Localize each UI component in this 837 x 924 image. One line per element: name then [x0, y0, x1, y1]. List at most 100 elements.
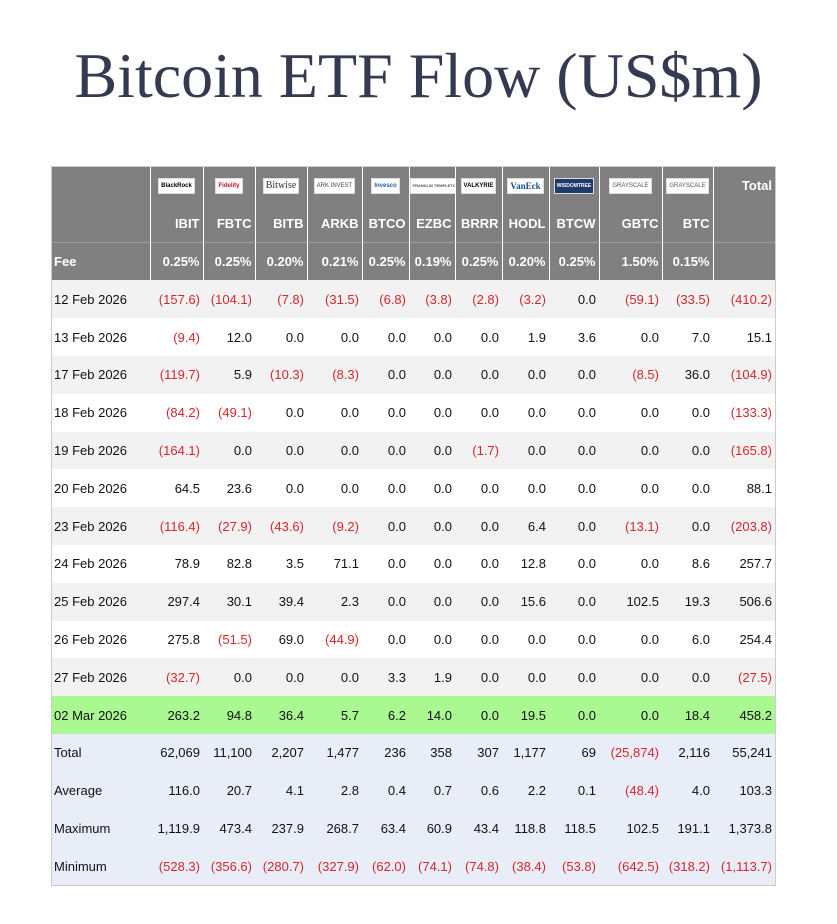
fee: 0.20% — [254, 242, 307, 281]
cell-value: 0.7 — [409, 771, 455, 810]
cell-value: 257.7 — [713, 544, 775, 583]
cell-value: 0.0 — [662, 469, 713, 508]
cell-value: (528.3) — [150, 847, 203, 886]
cell-value: 2.3 — [307, 582, 362, 621]
cell-value: 0.0 — [409, 355, 455, 394]
cell-value: 0.0 — [203, 431, 255, 470]
ticker: BRRR — [454, 204, 502, 243]
cell-value: (13.1) — [599, 507, 662, 545]
cell-value: 0.0 — [662, 393, 713, 432]
flow-row: 23 Feb 2026 (116.4) (27.9) (43.6) (9.2) 0.0 0.… — [52, 507, 775, 545]
flow-row: 20 Feb 2026 64.5 23.6 0.0 0.0 0.0 0.0 0.0 0.0 0.0… — [52, 469, 775, 508]
logo-cell: Bitwise — [254, 167, 307, 205]
cell-value: 116.0 — [150, 771, 203, 810]
cell-value: (119.7) — [150, 355, 203, 394]
cell-value: 12.0 — [203, 318, 255, 356]
fee: 0.25% — [361, 242, 409, 281]
cell-value: 307 — [455, 733, 502, 772]
cell-value: 19.3 — [662, 582, 713, 621]
cell-value: 0.0 — [362, 393, 409, 432]
row-label: Average — [52, 771, 150, 810]
cell-value: (38.4) — [502, 847, 549, 886]
cell-value: 1,119.9 — [150, 809, 203, 848]
flow-row: 18 Feb 2026 (84.2) (49.1) 0.0 0.0 0.0 0.0 0.0 0.… — [52, 393, 775, 432]
corner-cell — [52, 204, 150, 243]
cell-value: 4.0 — [662, 771, 713, 810]
fund-logo: Fidelity — [215, 178, 243, 195]
fee: 0.25% — [548, 242, 599, 281]
cell-value: (74.8) — [455, 847, 502, 886]
cell-value: 0.0 — [362, 582, 409, 621]
cell-value: 103.3 — [713, 771, 775, 810]
cell-value: (3.8) — [409, 280, 455, 319]
fee: 0.25% — [454, 242, 502, 281]
cell-value: 0.0 — [455, 507, 502, 545]
cell-value: 0.0 — [409, 544, 455, 583]
ticker: BTC — [661, 204, 713, 243]
cell-value: (62.0) — [362, 847, 409, 886]
logo-cell: ARK INVEST — [306, 167, 362, 205]
cell-value: 39.4 — [255, 582, 307, 621]
cell-value: 0.4 — [362, 771, 409, 810]
cell-value: 0.0 — [502, 431, 549, 470]
cell-value: 3.5 — [255, 544, 307, 583]
cell-value: 0.0 — [255, 431, 307, 470]
cell-value: 0.0 — [307, 469, 362, 508]
fee: 0.25% — [202, 242, 255, 281]
cell-value: (84.2) — [150, 393, 203, 432]
logo-cell: GRAYSCALE — [661, 167, 713, 205]
cell-value: 0.0 — [599, 469, 662, 508]
cell-value: 36.4 — [255, 696, 307, 734]
cell-value: (10.3) — [255, 355, 307, 394]
cell-value: 69 — [549, 733, 599, 772]
cell-value: 0.0 — [455, 393, 502, 432]
cell-value: (49.1) — [203, 393, 255, 432]
cell-value: 0.0 — [549, 544, 599, 583]
cell-value: 0.0 — [549, 507, 599, 545]
fee: 0.19% — [408, 242, 455, 281]
cell-value: (356.6) — [203, 847, 255, 886]
logo-cell: Fidelity — [202, 167, 255, 205]
cell-value: 358 — [409, 733, 455, 772]
cell-value: 0.0 — [549, 469, 599, 508]
cell-value: (59.1) — [599, 280, 662, 319]
row-label: 18 Feb 2026 — [52, 393, 150, 432]
cell-value: 0.0 — [502, 620, 549, 659]
cell-value: 0.0 — [599, 318, 662, 356]
cell-value: (8.3) — [307, 355, 362, 394]
corner-cell — [52, 167, 150, 205]
cell-value: 3.6 — [549, 318, 599, 356]
cell-value: (157.6) — [150, 280, 203, 319]
cell-value: 0.0 — [599, 620, 662, 659]
fund-logo: Invesco — [371, 178, 400, 195]
cell-value: 0.0 — [362, 431, 409, 470]
cell-value: 0.0 — [662, 507, 713, 545]
cell-value: 0.0 — [502, 658, 549, 697]
cell-value: 0.0 — [502, 393, 549, 432]
cell-value: 1,373.8 — [713, 809, 775, 848]
cell-value: 11,100 — [203, 733, 255, 772]
cell-value: 0.0 — [362, 507, 409, 545]
cell-value: (203.8) — [713, 507, 775, 545]
cell-value: 36.0 — [662, 355, 713, 394]
stat-row: Minimum (528.3) (356.6) (280.7) (327.9) (62.0… — [52, 847, 775, 886]
cell-value: 0.0 — [409, 469, 455, 508]
flow-row: 26 Feb 2026 275.8 (51.5) 69.0 (44.9) 0.0 0.0 0.… — [52, 620, 775, 659]
cell-value: 0.1 — [549, 771, 599, 810]
cell-value: (7.8) — [255, 280, 307, 319]
fee-row: Fee 0.25% 0.25% 0.20% 0.21% 0.25% 0.19% 0.25% 0.… — [52, 242, 775, 281]
row-label: 20 Feb 2026 — [52, 469, 150, 508]
logo-cell: WISDOMTREE — [548, 167, 599, 205]
cell-value: (410.2) — [713, 280, 775, 319]
cell-value: 19.5 — [502, 696, 549, 734]
fund-logo: VALKYRIE — [460, 178, 497, 195]
row-label: 17 Feb 2026 — [52, 355, 150, 394]
cell-value: 118.5 — [549, 809, 599, 848]
cell-value: 1,477 — [307, 733, 362, 772]
ticker: HODL — [501, 204, 549, 243]
fund-logo: WISDOMTREE — [553, 178, 595, 195]
logo-cell: GRAYSCALE — [598, 167, 662, 205]
fund-logo: VanEck — [507, 178, 544, 195]
